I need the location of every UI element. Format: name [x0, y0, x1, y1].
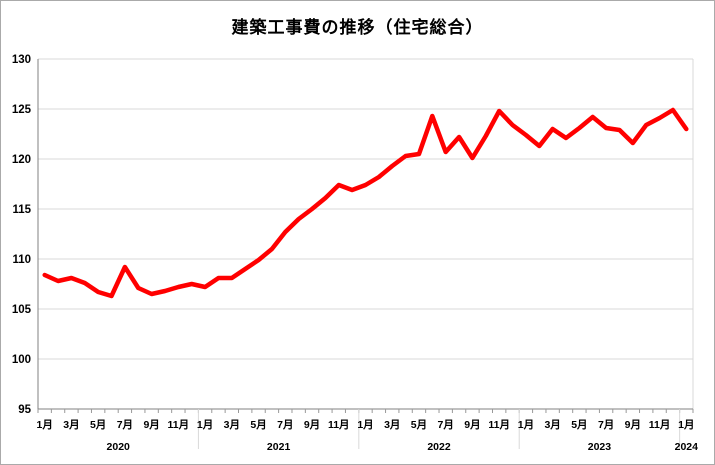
- y-axis-tick-label: 100: [12, 354, 31, 366]
- data-line-series: [42, 107, 689, 299]
- y-axis-tick-label: 105: [12, 304, 32, 316]
- x-axis-tick-label: 11月: [649, 419, 671, 431]
- y-axis-tick-label: 115: [12, 204, 31, 216]
- x-axis-tick-label: 9月: [304, 419, 320, 431]
- x-axis-tick-label: 3月: [63, 419, 79, 431]
- x-axis-tick-label: 9月: [625, 419, 641, 431]
- year-label: 2020: [107, 441, 131, 453]
- year-label: 2023: [588, 441, 612, 453]
- x-axis-tick-label: 9月: [464, 419, 480, 431]
- x-axis-tick-label: 1月: [518, 419, 534, 431]
- x-axis-tick-label: 1月: [37, 419, 53, 431]
- x-axis-tick-label: 3月: [384, 419, 400, 431]
- x-axis-tick-label: 7月: [277, 419, 293, 431]
- y-axis-tick-label: 120: [12, 154, 31, 166]
- x-axis-tick-label: 5月: [571, 419, 587, 431]
- x-axis-tick-label: 5月: [250, 419, 266, 431]
- x-axis-tick-label: 1月: [678, 419, 694, 431]
- x-axis-tick-label: 11月: [168, 419, 190, 431]
- y-axis-tick-label: 125: [12, 104, 32, 116]
- year-label: 2021: [267, 441, 291, 453]
- chart-title: 建築工事費の推移（住宅総合）: [231, 18, 484, 37]
- x-axis-tick-label: 5月: [90, 419, 106, 431]
- year-label: 2024: [675, 441, 699, 453]
- x-axis-tick-label: 11月: [328, 419, 350, 431]
- year-label: 2022: [427, 441, 451, 453]
- x-axis-tick-label: 3月: [224, 419, 240, 431]
- y-axis-tick-label: 95: [18, 404, 31, 416]
- x-axis-tick-label: 5月: [411, 419, 427, 431]
- x-axis-tick-label: 9月: [143, 419, 159, 431]
- x-axis-tick-label: 1月: [357, 419, 373, 431]
- x-axis-tick-label: 3月: [544, 419, 560, 431]
- x-axis-tick-label: 7月: [117, 419, 133, 431]
- x-axis-tick-label: 7月: [598, 419, 614, 431]
- x-axis-tick-label: 7月: [438, 419, 454, 431]
- x-axis-tick-label: 1月: [197, 419, 213, 431]
- x-axis-tick-label: 11月: [488, 419, 510, 431]
- y-axis-tick-label: 110: [12, 254, 31, 266]
- y-axis-tick-label: 130: [12, 54, 31, 66]
